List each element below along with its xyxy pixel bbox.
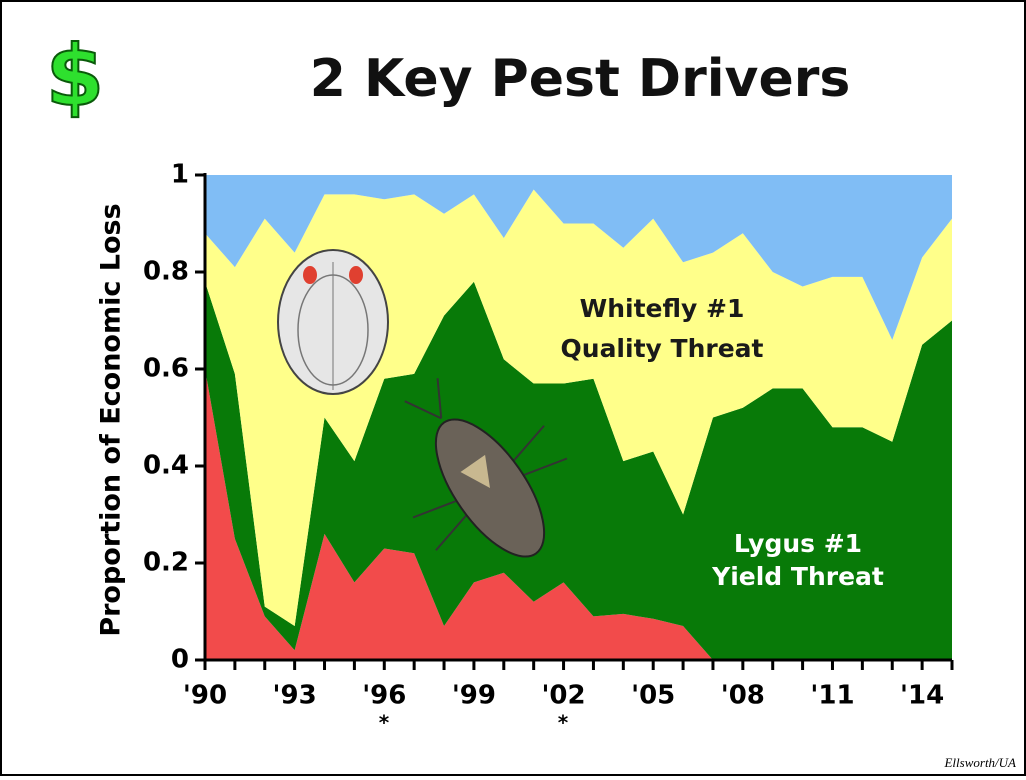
annotation: Lygus #1 [734, 529, 862, 558]
area [205, 189, 952, 627]
source: Ellsworth/UA [943, 755, 1016, 770]
asterisk: * [558, 711, 569, 735]
annotation: Yield Threat [711, 562, 884, 591]
x-tick-label: '93 [273, 681, 317, 711]
x-tick-label: '02 [541, 681, 585, 711]
chart-title: 2 Key Pest Drivers [310, 49, 851, 109]
x-tick-label: '99 [452, 681, 496, 711]
y-tick-label: 0.8 [143, 257, 189, 287]
y-tick-label: 1 [171, 160, 189, 190]
x-tick-label: '90 [183, 681, 227, 711]
area [205, 281, 952, 660]
y-tick-label: 0.4 [143, 451, 189, 481]
y-tick-label: 0 [171, 645, 189, 675]
x-tick-label: '96 [362, 681, 406, 711]
y-axis-label: Proportion of Economic Loss [96, 203, 127, 636]
x-tick-label: '05 [631, 681, 675, 711]
whitefly-drawing [277, 249, 389, 395]
x-tick-label: '11 [810, 681, 854, 711]
annotation: Whitefly #1 [580, 294, 745, 323]
logo: $ [46, 27, 104, 125]
lygus-drawing [404, 378, 568, 558]
x-tick-label: '14 [900, 681, 944, 711]
x-tick-label: '08 [721, 681, 765, 711]
annotation: Quality Threat [561, 334, 764, 363]
asterisk: * [379, 711, 390, 735]
plot: 0 0.2 0.4 0.6 0.8 1 '90 '93 '96 '99 '02 '05 '08 '11 '1… [143, 160, 954, 711]
y-tick-label: 0.2 [143, 548, 189, 578]
y-tick-label: 0.6 [143, 354, 189, 384]
area [205, 175, 952, 340]
area [205, 369, 952, 660]
